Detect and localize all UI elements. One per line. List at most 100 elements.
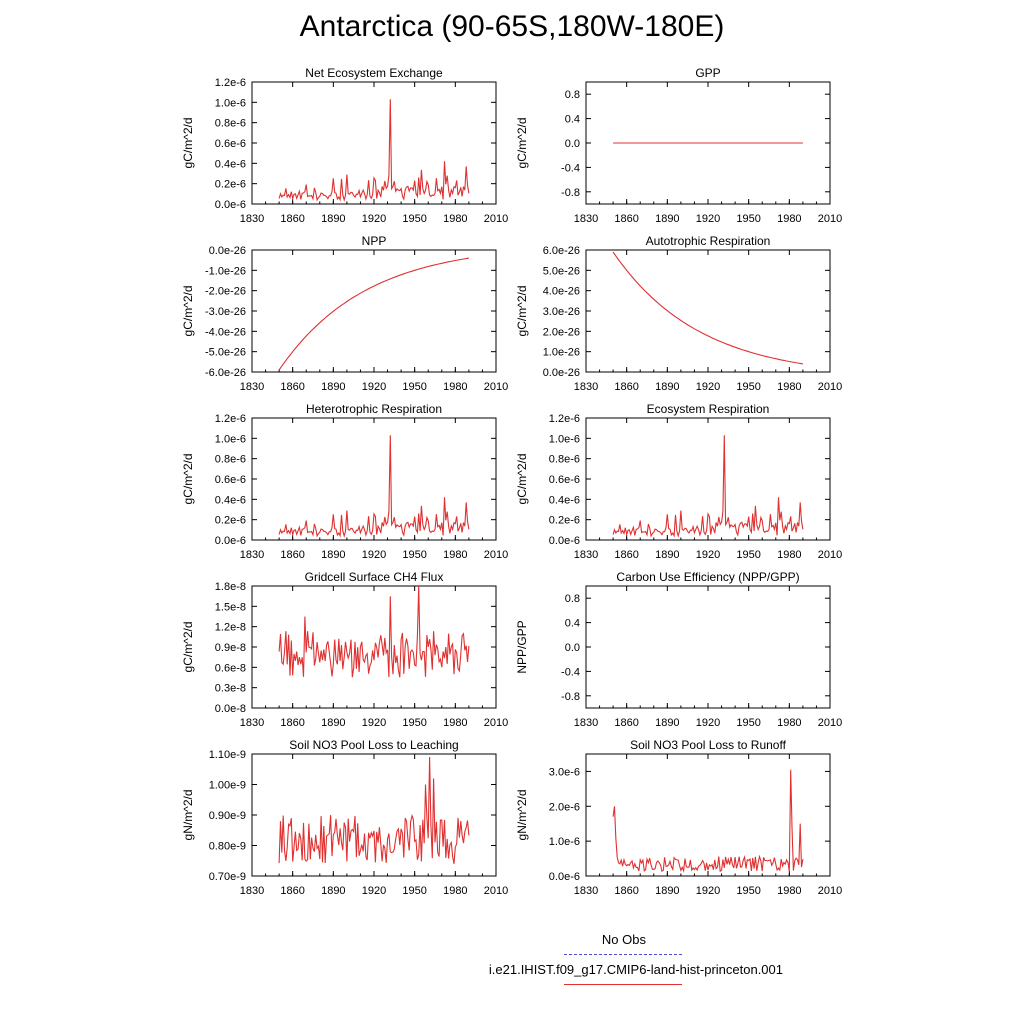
- y-tick-label: 0.8e-6: [549, 454, 580, 466]
- y-tick-label: 0.4: [565, 114, 580, 126]
- x-tick-label: 1830: [574, 549, 598, 561]
- y-tick-label: 0.8e-6: [215, 118, 246, 130]
- x-tick-label: 1860: [614, 549, 638, 561]
- x-tick-label: 1860: [614, 381, 638, 393]
- y-tick-label: -6.0e-26: [205, 367, 246, 379]
- y-tick-label: 1.0e-6: [215, 433, 246, 445]
- x-tick-label: 2010: [818, 885, 842, 897]
- x-tick-label: 1950: [402, 717, 426, 729]
- y-axis-label: gN/m^2/d: [515, 790, 529, 841]
- y-tick-label: -0.8: [561, 691, 580, 703]
- x-tick-label: 2010: [484, 381, 508, 393]
- x-tick-label: 1950: [402, 549, 426, 561]
- x-tick-label: 1860: [280, 885, 304, 897]
- y-tick-label: -1.0e-26: [205, 265, 246, 277]
- y-axis-label: gC/m^2/d: [181, 118, 195, 169]
- plot-frame: [251, 417, 497, 541]
- y-tick-label: 0.80e-9: [209, 841, 246, 853]
- y-tick-label: 0.8e-6: [215, 454, 246, 466]
- series-line: [612, 435, 804, 538]
- x-tick-label: 1950: [402, 213, 426, 225]
- x-tick-label: 1890: [321, 381, 345, 393]
- x-tick-label: 1920: [696, 381, 720, 393]
- y-tick-label: 0.90e-9: [209, 810, 246, 822]
- x-tick-label: 1890: [321, 717, 345, 729]
- y-axis-label: gC/m^2/d: [515, 454, 529, 505]
- x-tick-label: 1950: [736, 213, 760, 225]
- y-tick-label: 0.4e-6: [215, 494, 246, 506]
- y-tick-label: 0.2e-6: [215, 179, 246, 191]
- chart-title: Heterotrophic Respiration: [306, 402, 442, 416]
- y-tick-label: 1.2e-8: [215, 622, 246, 634]
- x-tick-label: 1830: [240, 549, 264, 561]
- y-tick-label: 0.0e-6: [549, 535, 580, 547]
- x-tick-label: 1860: [614, 213, 638, 225]
- y-tick-label: 0.4: [565, 618, 580, 630]
- series-line: [278, 99, 470, 202]
- chart-panel: Net Ecosystem Exchange gC/m^2/d 1830 1860 18…: [181, 66, 508, 225]
- y-axis-label: gN/m^2/d: [181, 790, 195, 841]
- chart-panel: NPP gC/m^2/d 1830 1860 1890 1920 1950 1980 2010 -…: [181, 234, 508, 393]
- y-axis-label: gC/m^2/d: [181, 454, 195, 505]
- y-tick-label: -0.4: [561, 162, 580, 174]
- x-tick-label: 1920: [696, 213, 720, 225]
- y-tick-label: 1.0e-6: [549, 836, 580, 848]
- y-axis-label: gC/m^2/d: [181, 622, 195, 673]
- x-tick-label: 1830: [240, 717, 264, 729]
- x-tick-label: 1980: [443, 213, 467, 225]
- y-tick-label: 0.0e-26: [209, 245, 246, 257]
- x-tick-label: 1920: [362, 717, 386, 729]
- chart-title: GPP: [695, 66, 720, 80]
- x-tick-label: 2010: [484, 213, 508, 225]
- x-tick-label: 2010: [818, 213, 842, 225]
- x-tick-label: 1860: [280, 213, 304, 225]
- y-tick-label: 1.2e-6: [215, 413, 246, 425]
- chart-panel: Carbon Use Efficiency (NPP/GPP) NPP/GPP 18…: [515, 570, 842, 729]
- chart-panel: Autotrophic Respiration gC/m^2/d 1830 1860 1…: [515, 234, 842, 393]
- y-tick-label: 0.2e-6: [549, 515, 580, 527]
- x-tick-label: 1890: [655, 885, 679, 897]
- x-tick-label: 2010: [484, 549, 508, 561]
- x-tick-label: 1830: [240, 381, 264, 393]
- x-tick-label: 1830: [574, 213, 598, 225]
- chart-title: Soil NO3 Pool Loss to Runoff: [630, 738, 787, 752]
- chart-title: Autotrophic Respiration: [646, 234, 771, 248]
- y-tick-label: 4.0e-26: [543, 286, 580, 298]
- series-line: [278, 585, 470, 678]
- y-tick-label: 5.0e-26: [543, 265, 580, 277]
- y-tick-label: 0.0e-6: [215, 535, 246, 547]
- x-tick-label: 1980: [777, 885, 801, 897]
- x-tick-label: 1890: [655, 213, 679, 225]
- x-tick-label: 1950: [736, 381, 760, 393]
- y-tick-label: 1.2e-6: [215, 77, 246, 89]
- x-tick-label: 2010: [818, 549, 842, 561]
- y-tick-label: 6.0e-26: [543, 245, 580, 257]
- x-tick-label: 1890: [655, 381, 679, 393]
- y-tick-label: 2.0e-26: [543, 326, 580, 338]
- x-tick-label: 1890: [321, 213, 345, 225]
- x-tick-label: 1830: [240, 213, 264, 225]
- x-tick-label: 1890: [321, 549, 345, 561]
- y-tick-label: 0.0: [565, 138, 580, 150]
- x-tick-label: 2010: [818, 717, 842, 729]
- y-tick-label: -0.8: [561, 187, 580, 199]
- y-tick-label: 0.6e-8: [215, 662, 246, 674]
- chart-title: Ecosystem Respiration: [647, 402, 770, 416]
- page-title: Antarctica (90-65S,180W-180E): [299, 10, 725, 43]
- x-tick-label: 1980: [443, 381, 467, 393]
- x-tick-label: 1890: [321, 885, 345, 897]
- x-tick-label: 1950: [736, 717, 760, 729]
- x-tick-label: 1890: [655, 717, 679, 729]
- chart-panel: Heterotrophic Respiration gC/m^2/d 1830 186…: [181, 402, 508, 561]
- x-tick-label: 1980: [443, 549, 467, 561]
- x-tick-label: 1890: [655, 549, 679, 561]
- x-tick-label: 1950: [402, 381, 426, 393]
- series-line: [612, 251, 804, 365]
- x-tick-label: 1980: [777, 381, 801, 393]
- y-tick-label: -4.0e-26: [205, 326, 246, 338]
- x-tick-label: 1980: [443, 885, 467, 897]
- legend-swatch-obs: [564, 954, 682, 955]
- y-tick-label: 1.0e-6: [549, 433, 580, 445]
- chart-title: Carbon Use Efficiency (NPP/GPP): [616, 570, 799, 584]
